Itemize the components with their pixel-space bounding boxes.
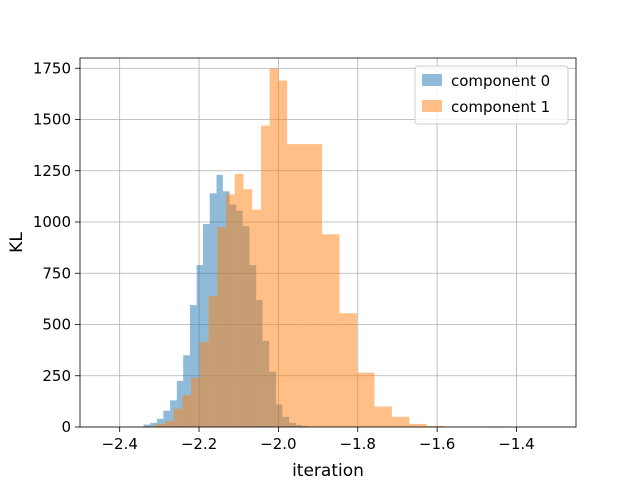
bar-component-0: [196, 265, 204, 427]
x-tick-label: −2.4: [101, 435, 137, 453]
bar-component-1: [278, 80, 288, 428]
legend-label-component-1: component 1: [451, 98, 550, 116]
bar-component-1: [191, 377, 200, 427]
bar-component-1: [374, 406, 384, 427]
legend-box: [414, 65, 569, 125]
x-tick-label: −1.6: [419, 435, 455, 453]
bar-component-0: [163, 410, 171, 427]
bar-component-0: [156, 418, 164, 427]
x-tick-label: −2.0: [260, 435, 296, 453]
bar-component-1: [339, 313, 349, 427]
legend-swatch-component-1: [422, 100, 442, 112]
bar-component-1: [147, 425, 157, 427]
legend-swatch-component-0: [422, 74, 442, 86]
bar-component-0: [176, 380, 184, 427]
y-tick-label: 1250: [33, 162, 71, 180]
y-tick-label: 250: [42, 367, 71, 385]
y-tick-label: 750: [42, 264, 71, 282]
bar-component-0: [189, 305, 197, 427]
bar-component-1: [287, 144, 296, 427]
bar-component-0: [143, 424, 151, 427]
bar-component-1: [356, 372, 366, 427]
bar-component-1: [173, 408, 183, 427]
y-tick-label: 0: [61, 418, 71, 436]
bar-component-1: [269, 68, 279, 427]
x-tick-label: −1.4: [498, 435, 534, 453]
bar-component-0: [150, 422, 157, 427]
bar-component-0: [183, 355, 190, 427]
bar-component-1: [182, 395, 192, 427]
bar-component-1: [217, 227, 227, 427]
bar-component-1: [365, 372, 375, 427]
x-axis: −2.4 −2.2 −2.0 −1.8 −1.6 −1.4: [101, 427, 535, 453]
legend-label-component-0: component 0: [451, 72, 550, 90]
bar-component-1: [234, 173, 244, 427]
x-tick-label: −2.2: [181, 435, 217, 453]
bar-component-1: [243, 189, 253, 427]
bar-component-1: [164, 420, 174, 427]
bar-component-1: [156, 423, 165, 427]
bar-component-1: [409, 423, 419, 427]
bar-component-0: [170, 400, 177, 427]
bar-component-1: [400, 416, 410, 427]
x-tick-label: −1.8: [340, 435, 376, 453]
bar-component-1: [199, 341, 209, 427]
bar-component-1: [391, 416, 401, 427]
bar-component-1: [426, 425, 436, 427]
bar-component-1: [226, 194, 235, 427]
y-tick-label: 1000: [33, 213, 71, 231]
bar-component-1: [348, 313, 357, 427]
plot-frame: [79, 57, 577, 428]
bar-component-1: [322, 234, 331, 427]
bar-component-1: [295, 144, 305, 427]
y-axis: 0 250 500 750 1000 1250 1500 1750: [33, 59, 80, 436]
y-tick-label: 1500: [33, 111, 71, 129]
bar-component-1: [304, 144, 314, 427]
y-tick-label: 1750: [33, 59, 71, 77]
bar-component-1: [252, 209, 261, 427]
x-axis-label: iteration: [292, 461, 364, 480]
bar-component-1: [208, 295, 218, 427]
bar-component-1: [383, 406, 392, 427]
bar-component-1: [313, 144, 323, 427]
histogram-bars: [143, 68, 506, 428]
bar-component-1: [260, 125, 270, 428]
bar-component-1: [435, 425, 445, 427]
bar-component-1: [418, 423, 427, 427]
bar-component-0: [203, 224, 210, 427]
legend: component 0 component 1: [414, 65, 569, 125]
y-axis-label: KL: [7, 232, 27, 253]
y-tick-label: 500: [42, 316, 71, 334]
bar-component-1: [330, 234, 340, 427]
